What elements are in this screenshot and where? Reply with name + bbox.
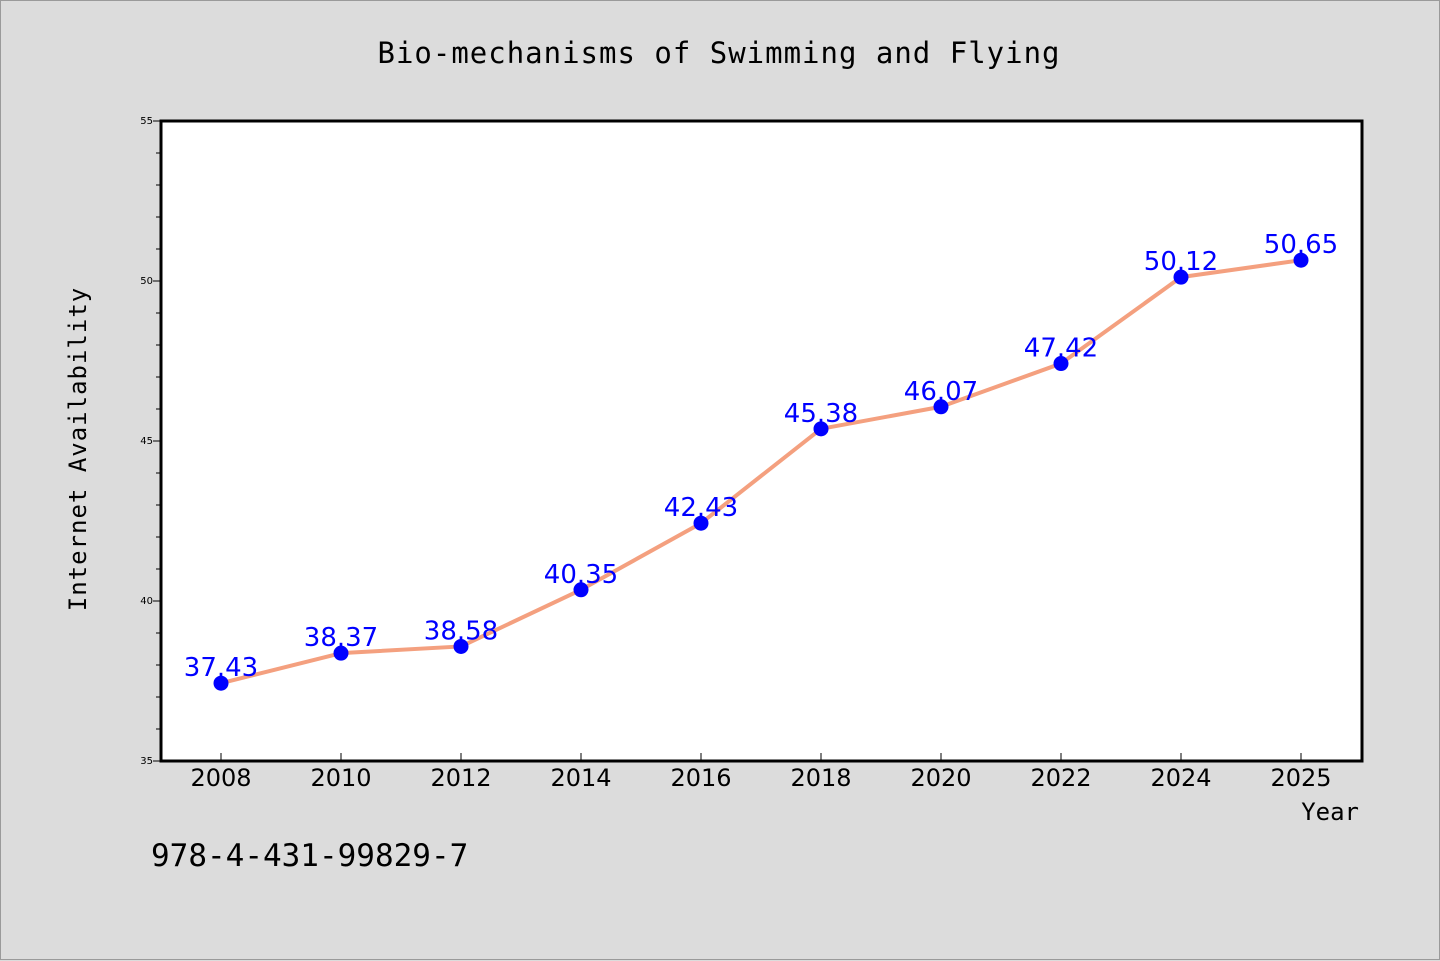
x-tick-label: 2016	[670, 764, 731, 792]
y-tick-label: 55	[140, 116, 153, 127]
data-label: 38.58	[424, 616, 498, 646]
x-tick-label: 2022	[1030, 764, 1091, 792]
y-tick-label: 45	[140, 436, 153, 447]
data-label: 47.42	[1024, 334, 1098, 364]
x-tick-label: 2014	[550, 764, 611, 792]
data-label: 45.38	[784, 399, 858, 429]
data-label: 50.65	[1264, 230, 1338, 260]
x-tick-label: 2024	[1150, 764, 1211, 792]
data-point	[933, 399, 949, 415]
data-point	[693, 515, 709, 531]
x-tick-label: 2025	[1270, 764, 1331, 792]
x-tick-label: 2012	[430, 764, 491, 792]
isbn-text: 978-4-431-99829-7	[151, 838, 468, 874]
y-tick-label: 50	[140, 276, 153, 287]
x-tick-label: 2018	[790, 764, 851, 792]
series-layer: 37.43 38.37 38.58 40.35 42.43 45.38 46.07 47.42…	[184, 230, 1338, 691]
data-point	[813, 421, 829, 437]
x-axis-label: Year	[1301, 798, 1359, 826]
y-tick-label: 40	[140, 596, 153, 607]
data-point	[573, 582, 589, 598]
data-point	[213, 675, 229, 691]
data-label: 42.43	[664, 493, 738, 523]
data-point	[1293, 252, 1309, 268]
y-axis: 35 40 45 50 55	[140, 116, 161, 767]
data-label: 40.35	[544, 560, 618, 590]
x-tick-label: 2008	[190, 764, 251, 792]
plot-area	[159, 119, 1364, 763]
data-point	[333, 645, 349, 661]
y-tick-label: 35	[140, 756, 153, 767]
y-axis-label: Internet Availability	[64, 287, 92, 611]
data-point	[1053, 356, 1069, 372]
x-tick-label: 2010	[310, 764, 371, 792]
data-label: 46.07	[904, 377, 978, 407]
data-point	[453, 638, 469, 654]
x-axis: 2008 2010 2012 2014 2016 2018 2020 2022 2024 2025	[190, 753, 1332, 792]
series-line	[219, 258, 1303, 686]
chart-title: Bio-mechanisms of Swimming and Flying	[377, 36, 1060, 70]
data-label: 38.37	[304, 623, 378, 653]
data-label: 50.12	[1144, 247, 1218, 277]
x-tick-label: 2020	[910, 764, 971, 792]
data-label: 37.43	[184, 653, 258, 683]
data-point	[1173, 269, 1189, 285]
